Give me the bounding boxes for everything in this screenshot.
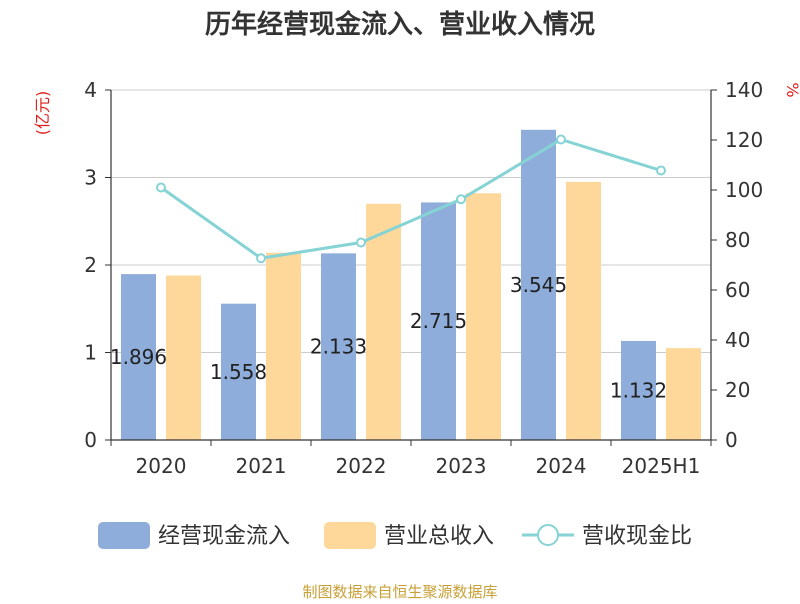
bar-revenue [166, 275, 201, 440]
ratio-point [156, 182, 166, 193]
bar-revenue [266, 252, 301, 440]
bar-revenue [366, 203, 401, 440]
bar-layer [121, 129, 701, 440]
x-tick-label: 2025H1 [622, 454, 701, 478]
right-tick-label: 0 [725, 428, 738, 452]
grid-layer [111, 89, 711, 353]
legend-swatch [98, 522, 150, 549]
left-axis-unit: (亿元) [33, 91, 52, 136]
right-axis-unit: % [783, 82, 800, 97]
left-tick-label: 0 [84, 428, 97, 452]
ratio-point [656, 165, 666, 176]
x-tick-label: 2024 [536, 454, 587, 478]
right-tick-label: 100 [725, 178, 763, 202]
legend-swatch-marker [537, 524, 559, 546]
left-tick-label: 3 [84, 166, 97, 190]
x-tick-label: 2020 [136, 454, 187, 478]
bar-cash-inflow [121, 274, 156, 440]
legend-label: 经营现金流入 [158, 524, 290, 549]
ratio-line [160, 137, 662, 260]
legend-swatch [324, 522, 376, 549]
source-note: 制图数据来自恒生聚源数据库 [302, 583, 497, 600]
right-tick-label: 120 [725, 128, 763, 152]
left-tick-label: 2 [84, 253, 97, 277]
legend-label: 营收现金比 [582, 524, 692, 549]
left-tick-label: 4 [84, 78, 97, 102]
right-tick-label: 40 [725, 328, 750, 352]
bar-revenue [666, 348, 701, 440]
legend: 经营现金流入 营业总收入 营收现金比 [98, 522, 692, 549]
x-tick-label: 2023 [436, 454, 487, 478]
ratio-point [256, 253, 266, 264]
bar-data-label: 1.132 [610, 378, 667, 402]
label-layer: 1.896 1.558 2.133 2.715 3.545 1.132 [110, 273, 667, 403]
x-tick-label: 2022 [336, 454, 387, 478]
bar-data-label: 1.558 [210, 360, 267, 384]
bar-cash-inflow [521, 129, 556, 440]
right-tick-label: 20 [725, 378, 750, 402]
bar-cash-inflow [321, 253, 356, 440]
bar-cash-inflow [621, 340, 656, 440]
bar-revenue [566, 181, 601, 440]
ratio-point [456, 194, 466, 205]
legend-label: 营业总收入 [384, 524, 494, 549]
ratio-point [556, 134, 566, 145]
bar-data-label: 2.133 [310, 335, 367, 359]
bar-revenue [466, 193, 501, 440]
bar-data-label: 2.715 [410, 309, 467, 333]
bar-data-label: 1.896 [110, 345, 167, 369]
bar-cash-inflow [421, 202, 456, 440]
x-tick-label: 2021 [236, 454, 287, 478]
line-layer [156, 134, 666, 264]
right-tick-label: 60 [725, 278, 750, 302]
ratio-point [356, 237, 366, 248]
bar-cash-inflow [221, 303, 256, 440]
left-tick-label: 1 [84, 341, 97, 365]
right-tick-label: 80 [725, 228, 750, 252]
right-tick-label: 140 [725, 78, 763, 102]
chart-title: 历年经营现金流入、营业收入情况 [205, 9, 595, 40]
bar-data-label: 3.545 [510, 273, 567, 297]
